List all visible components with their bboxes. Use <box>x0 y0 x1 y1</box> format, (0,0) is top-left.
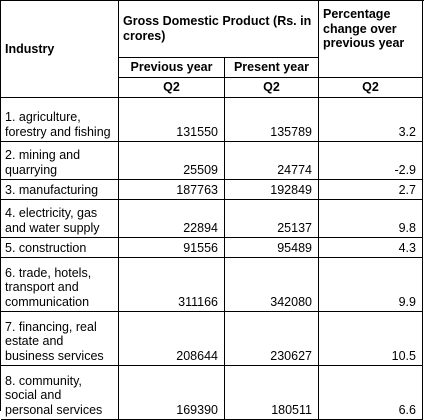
previous-quarter-header: Q2 <box>119 78 225 98</box>
row-industry-financing: 7. financing, real estate and business s… <box>1 312 119 366</box>
row-industry-agriculture: 1. agriculture, forestry and fishing <box>1 98 119 142</box>
row-previous-trade: 311166 <box>119 258 225 312</box>
row-industry-trade: 6. trade, hotels, transport and communic… <box>1 258 119 312</box>
gdp-header: Gross Domestic Product (Rs. in crores) <box>119 1 319 58</box>
row-pct-construction: 4.3 <box>319 238 423 258</box>
row-present-mining: 24774 <box>225 142 319 180</box>
row-previous-electricity: 22894 <box>119 200 225 238</box>
row-pct-trade: 9.9 <box>319 258 423 312</box>
previous-year-header: Previous year <box>119 58 225 78</box>
row-pct-electricity: 9.8 <box>319 200 423 238</box>
row-pct-manufacturing: 2.7 <box>319 180 423 200</box>
row-previous-mining: 25509 <box>119 142 225 180</box>
row-previous-agriculture: 131550 <box>119 98 225 142</box>
row-industry-construction: 5. construction <box>1 238 119 258</box>
row-pct-financing: 10.5 <box>319 312 423 366</box>
row-industry-electricity: 4. electricity, gas and water supply <box>1 200 119 238</box>
present-quarter-header: Q2 <box>225 78 319 98</box>
pct-change-header: Percentage change over previous year <box>319 1 423 78</box>
row-industry-manufacturing: 3. manufacturing <box>1 180 119 200</box>
pct-quarter-header: Q2 <box>319 78 423 98</box>
row-present-agriculture: 135789 <box>225 98 319 142</box>
row-pct-agriculture: 3.2 <box>319 98 423 142</box>
row-industry-mining: 2. mining and quarrying <box>1 142 119 180</box>
industry-header: Industry <box>1 1 119 98</box>
present-year-header: Present year <box>225 58 319 78</box>
row-previous-financing: 208644 <box>119 312 225 366</box>
row-present-manufacturing: 192849 <box>225 180 319 200</box>
row-pct-mining: -2.9 <box>319 142 423 180</box>
row-present-electricity: 25137 <box>225 200 319 238</box>
row-present-trade: 342080 <box>225 258 319 312</box>
row-previous-construction: 91556 <box>119 238 225 258</box>
row-present-construction: 95489 <box>225 238 319 258</box>
row-present-financing: 230627 <box>225 312 319 366</box>
row-previous-manufacturing: 187763 <box>119 180 225 200</box>
